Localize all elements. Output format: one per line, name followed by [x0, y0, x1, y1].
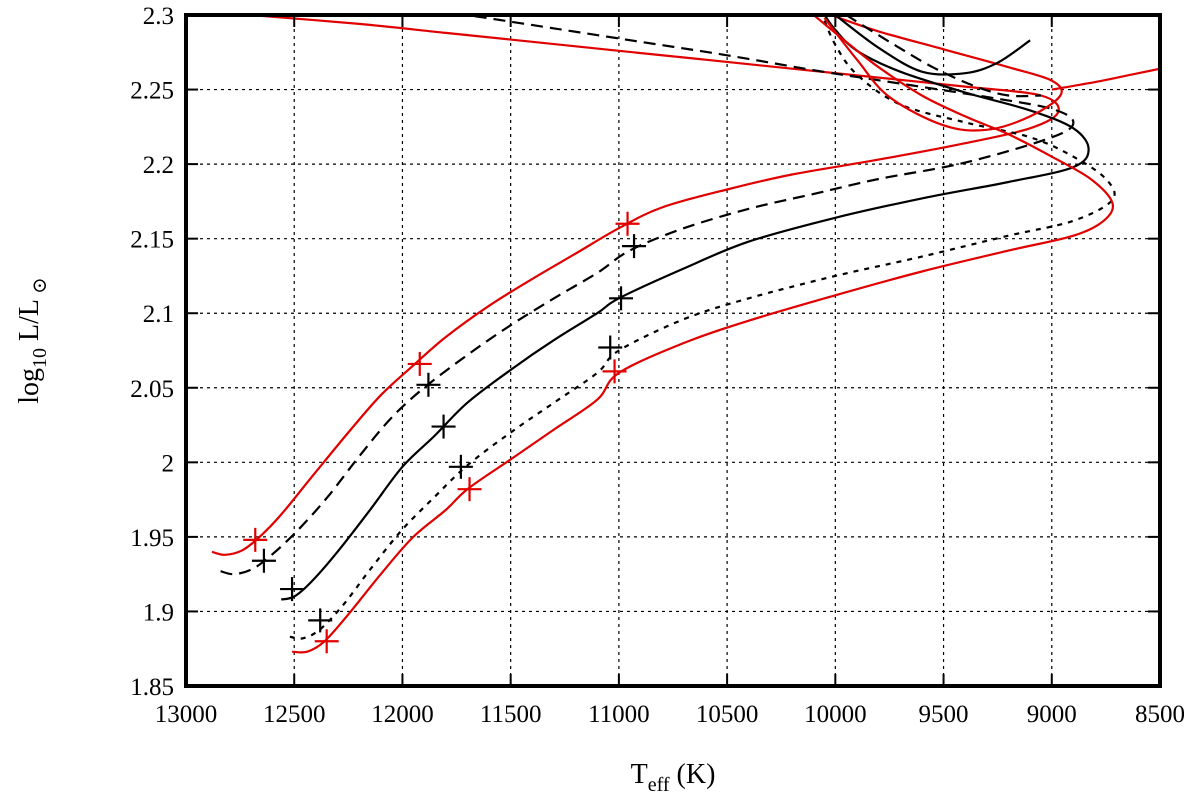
- series-line-2: [280, 15, 1090, 601]
- data-point-marker: [314, 629, 339, 654]
- data-point-marker: [598, 335, 623, 360]
- x-tick-label: 10500: [696, 701, 759, 728]
- data-point-marker: [431, 414, 456, 439]
- data-point-marker: [251, 548, 276, 573]
- y-tick-label: 1.95: [130, 525, 174, 552]
- series-line-4: [292, 15, 1114, 654]
- plot-frame: [184, 13, 1162, 688]
- x-tick-label: 11000: [588, 701, 650, 728]
- y-axis-label-post: ⊙: [29, 277, 51, 299]
- x-tick-label: 9500: [919, 701, 969, 728]
- x-axis-label-unit: (K): [670, 759, 716, 790]
- series-line-6: [834, 15, 1031, 76]
- x-tick-label: 8500: [1135, 701, 1185, 728]
- y-axis-label-pre: log: [14, 368, 45, 404]
- x-tick-label: 13000: [155, 701, 218, 728]
- y-tick-label: 2.15: [130, 227, 174, 254]
- series-line-8: [1051, 67, 1160, 91]
- y-tick-label: 2.3: [143, 3, 174, 30]
- series-line-3: [289, 15, 1116, 640]
- data-point-marker: [308, 608, 333, 633]
- markers-group: [243, 211, 647, 654]
- y-tick-label: 2: [162, 450, 175, 477]
- y-axis-label-sub: 10: [29, 348, 51, 368]
- data-point-marker: [609, 286, 634, 311]
- series-line-1: [220, 15, 1075, 576]
- data-point-marker: [280, 577, 305, 602]
- y-tick-label: 2.05: [130, 376, 174, 403]
- x-tick-label: 12500: [263, 701, 326, 728]
- y-tick-label: 1.85: [130, 674, 174, 701]
- data-point-marker: [602, 359, 627, 384]
- x-tick-label: 11500: [480, 701, 542, 728]
- x-axis-label-sub: eff: [648, 774, 670, 796]
- series-line-0: [211, 15, 1060, 556]
- data-point-marker: [407, 351, 432, 376]
- x-tick-label: 10000: [804, 701, 867, 728]
- data-point-marker: [243, 527, 268, 552]
- x-tick-label: 12000: [371, 701, 434, 728]
- data-point-marker: [615, 211, 640, 236]
- x-tick-label: 9000: [1027, 701, 1077, 728]
- data-point-marker: [622, 234, 647, 259]
- grid: [186, 15, 1160, 686]
- x-axis-label-main: T: [631, 759, 648, 790]
- y-axis-label-mid: L/L: [14, 299, 45, 348]
- y-tick-label: 1.9: [143, 599, 174, 626]
- y-tick-label: 2.2: [143, 152, 174, 179]
- series-line-5: [823, 15, 1063, 132]
- data-point-marker: [416, 372, 441, 397]
- y-axis-label: log10 L/L ⊙: [14, 277, 51, 404]
- series-group: [211, 15, 1160, 654]
- x-axis-label: Teff (K): [631, 759, 716, 796]
- y-tick-label: 2.25: [130, 78, 174, 105]
- series-line-7: [845, 15, 1042, 98]
- data-point-marker: [457, 477, 482, 502]
- data-point-marker: [448, 454, 473, 479]
- ticks-group: 13000 12500 12000 11500 11000 10500 10000 9500 9…: [130, 3, 1185, 728]
- y-tick-label: 2.1: [143, 301, 174, 328]
